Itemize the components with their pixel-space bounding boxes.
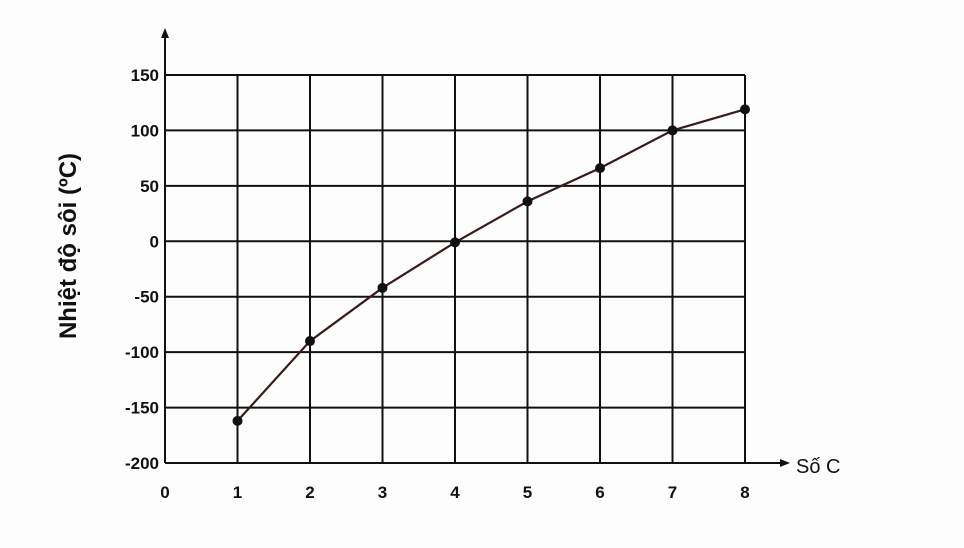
data-point (232, 415, 243, 426)
y-tick-label: 100 (131, 121, 159, 140)
x-tick-label: 4 (450, 483, 460, 502)
x-tick-label: 5 (523, 483, 532, 502)
data-point (667, 125, 678, 136)
y-axis-arrow (161, 28, 169, 38)
x-tick-label: 3 (378, 483, 387, 502)
y-tick-label: -200 (125, 454, 159, 473)
y-tick-label: 0 (150, 232, 159, 251)
grid (165, 74, 746, 464)
y-tick-label: 150 (131, 66, 159, 85)
data-point (595, 163, 605, 174)
y-tick-label: 50 (140, 177, 159, 196)
x-tick-label: 7 (668, 483, 677, 502)
y-tick-label: -100 (125, 343, 159, 362)
y-tick-label: -50 (134, 288, 159, 307)
x-axis-arrow (780, 459, 790, 467)
x-tick-label: 1 (233, 483, 242, 502)
x-tick-label: 8 (740, 483, 749, 502)
y-tick-label: -150 (125, 399, 159, 418)
data-point (522, 196, 533, 207)
y-axis-label: Nhiệt độ sôi (ºC) (55, 153, 82, 339)
x-tick-label: 6 (595, 483, 604, 502)
data-point (305, 336, 315, 347)
series-line (236, 108, 746, 422)
x-tick-label: 2 (305, 483, 314, 502)
data-point (377, 282, 388, 293)
data-point (740, 104, 750, 115)
data-point (450, 237, 460, 248)
x-axis-label: Số C (796, 456, 840, 478)
x-tick-label: 0 (160, 483, 169, 502)
series (232, 104, 750, 426)
axes (161, 28, 790, 467)
